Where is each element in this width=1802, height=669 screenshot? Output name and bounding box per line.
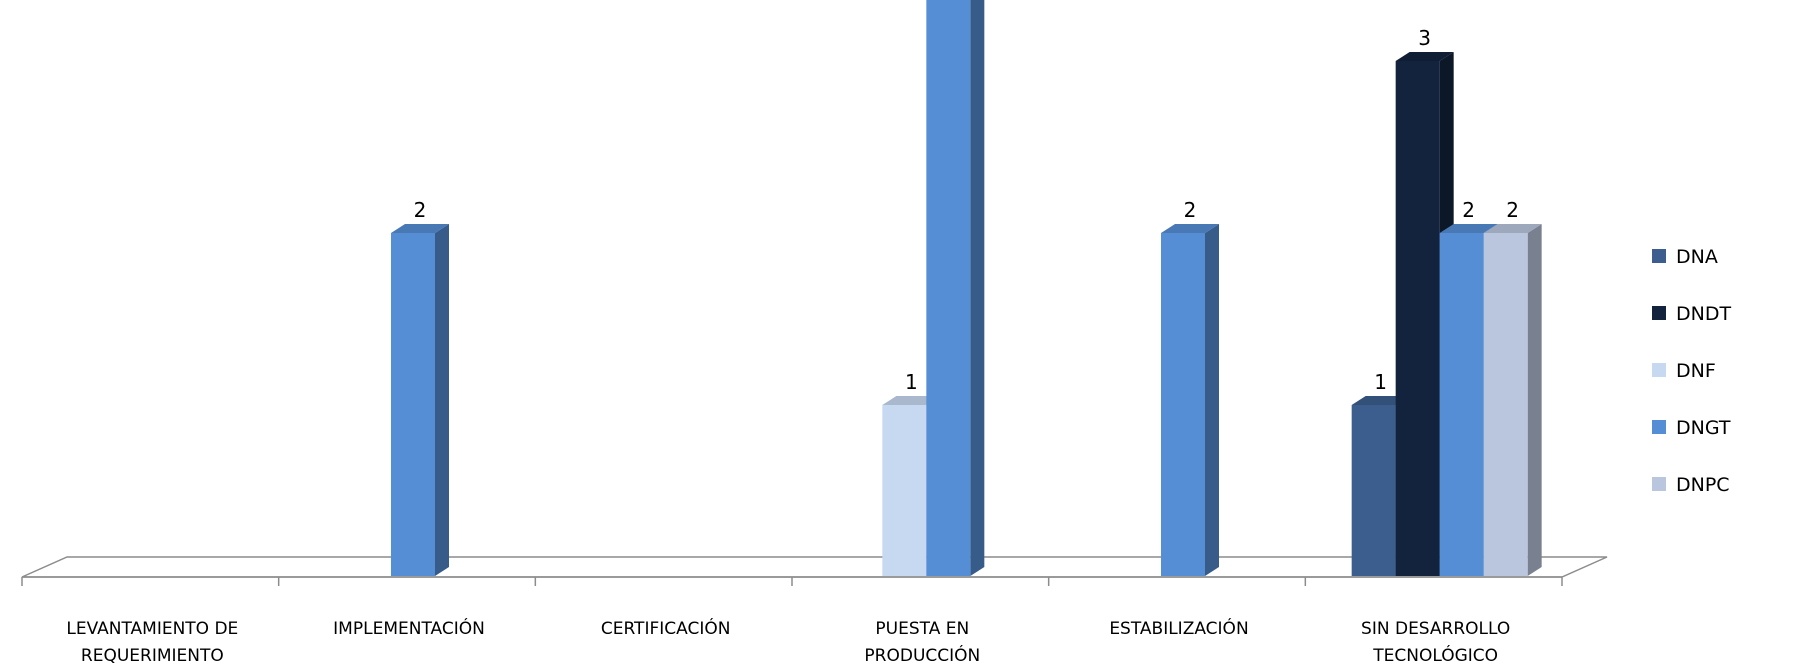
category-label: IMPLEMENTACIÓN: [333, 617, 485, 639]
bar-front: [391, 233, 435, 576]
legend-swatch: [1652, 420, 1666, 434]
legend-label: DNPC: [1676, 474, 1730, 496]
legend-item-dnpc: DNPC: [1652, 474, 1730, 496]
data-label: 2: [1462, 198, 1475, 222]
bar-front: [926, 0, 971, 576]
bar-top: [1483, 224, 1542, 233]
chart-data-labels: 21421322: [414, 26, 1519, 394]
bar-top: [882, 396, 941, 405]
bar-top: [1161, 224, 1219, 233]
bar-front: [1439, 233, 1484, 576]
category-label: CERTIFICACIÓN: [601, 617, 731, 639]
bar-dngt-4: [1161, 224, 1219, 576]
legend-swatch: [1652, 477, 1666, 491]
bar-side: [1205, 224, 1219, 576]
bar-front: [882, 405, 927, 576]
category-label: PUESTA EN PRODUCCIÓN: [864, 619, 980, 666]
data-label: 2: [1506, 198, 1519, 222]
legend-item-dna: DNA: [1652, 246, 1718, 268]
legend-item-dngt: DNGT: [1652, 417, 1731, 439]
legend-label: DNF: [1676, 360, 1716, 382]
bar-side: [435, 224, 449, 576]
chart-category-labels: LEVANTAMIENTO DE REQUERIMIENTO IMPLEMENTAC…: [66, 617, 1510, 666]
legend-label: DNGT: [1676, 417, 1731, 439]
bar-top: [1395, 52, 1454, 61]
category-label: LEVANTAMIENTO DE REQUERIMIENTO: [66, 619, 238, 666]
bar-dnpc-5: [1483, 224, 1542, 576]
bar-dngt-3: [926, 0, 985, 576]
data-label: 1: [1374, 370, 1387, 394]
category-label: SIN DESARROLLO TECNOLÓGICO: [1361, 619, 1510, 666]
data-label: 2: [414, 198, 427, 222]
bar-dngt-1: [391, 224, 449, 576]
bar-side: [1527, 224, 1542, 576]
chart-bars: [391, 0, 1542, 576]
data-label: 2: [1184, 198, 1197, 222]
chart-legend: DNA DNDT DNF DNGT DNPC: [1652, 246, 1731, 496]
bar-top: [1351, 396, 1410, 405]
bar-front: [1395, 61, 1440, 576]
bar-side: [970, 0, 985, 576]
legend-swatch: [1652, 249, 1666, 263]
legend-item-dnf: DNF: [1652, 360, 1716, 382]
data-label: 3: [1418, 26, 1431, 50]
legend-swatch: [1652, 306, 1666, 320]
bar-top: [391, 224, 449, 233]
bar-front: [1161, 233, 1205, 576]
bar-front: [1483, 233, 1528, 576]
legend-label: DNA: [1676, 246, 1718, 268]
legend-item-dndt: DNDT: [1652, 303, 1731, 325]
legend-label: DNDT: [1676, 303, 1731, 325]
data-label: 1: [905, 370, 918, 394]
legend-swatch: [1652, 363, 1666, 377]
bar-top: [1439, 224, 1498, 233]
category-label: ESTABILIZACIÓN: [1109, 617, 1248, 639]
bar-front: [1351, 405, 1396, 576]
